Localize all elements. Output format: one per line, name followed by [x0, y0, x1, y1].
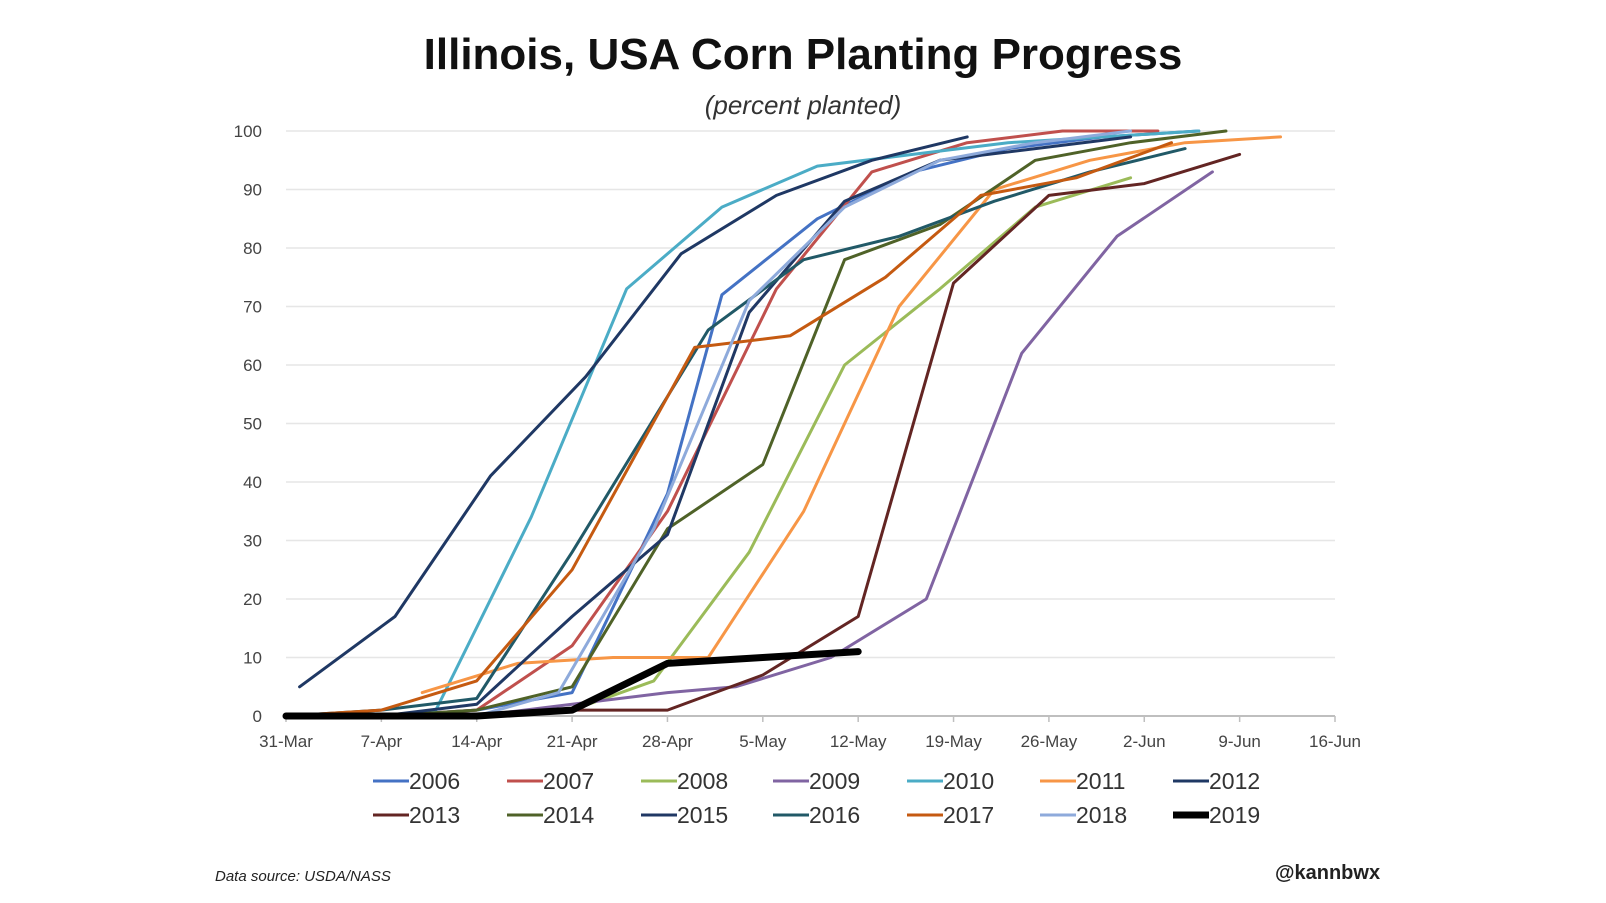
- y-tick-label: 30: [243, 532, 262, 551]
- legend-item-2008: 2008: [641, 768, 728, 794]
- y-tick-label: 20: [243, 590, 262, 609]
- legend-label: 2017: [943, 802, 994, 828]
- legend-label: 2015: [677, 802, 728, 828]
- chart-title: Illinois, USA Corn Planting Progress: [423, 30, 1183, 79]
- legend-item-2018: 2018: [1040, 802, 1127, 828]
- x-tick-label: 2-Jun: [1123, 732, 1166, 751]
- series-line-2011: [420, 135, 1282, 695]
- y-tick-label: 100: [234, 122, 262, 141]
- legend-item-2010: 2010: [907, 768, 994, 794]
- legend-item-2016: 2016: [773, 802, 860, 828]
- series-line-2019: [282, 648, 862, 720]
- legend-item-2012: 2012: [1173, 768, 1260, 794]
- legend-label: 2007: [543, 768, 594, 794]
- x-tick-label: 31-Mar: [259, 732, 313, 751]
- series-line-2012: [298, 135, 969, 689]
- series-lines: [282, 129, 1282, 720]
- series-line-2017: [284, 141, 1173, 718]
- legend-label: 2018: [1076, 802, 1127, 828]
- legend-label: 2019: [1209, 802, 1260, 828]
- x-tick-label: 7-Apr: [361, 732, 403, 751]
- legend-item-2017: 2017: [907, 802, 994, 828]
- x-tick-label: 14-Apr: [451, 732, 502, 751]
- x-axis-ticks: 31-Mar 7-Apr 14-Apr 21-Apr 28-Apr 5-May 12-May…: [259, 716, 1361, 751]
- legend-label: 2013: [409, 802, 460, 828]
- legend-item-2007: 2007: [507, 768, 594, 794]
- y-tick-label: 10: [243, 649, 262, 668]
- legend-item-2006: 2006: [373, 768, 460, 794]
- series-line-2008: [284, 176, 1133, 718]
- legend-item-2015: 2015: [641, 802, 728, 828]
- author-handle: @kannbwx: [1275, 862, 1381, 884]
- y-tick-label: 50: [243, 415, 262, 434]
- legend-item-2013: 2013: [373, 802, 460, 828]
- legend-label: 2014: [543, 802, 594, 828]
- y-tick-label: 80: [243, 239, 262, 258]
- legend-label: 2011: [1076, 768, 1125, 794]
- legend: 2006 2007 2008 2009 2010 2011 2012 2013 2014 2015…: [373, 768, 1260, 828]
- legend-item-2011: 2011: [1040, 768, 1125, 794]
- legend-label: 2016: [809, 802, 860, 828]
- legend-item-2009: 2009: [773, 768, 860, 794]
- x-tick-label: 28-Apr: [642, 732, 693, 751]
- series-line-2015: [284, 135, 1133, 718]
- legend-item-2019: 2019: [1173, 802, 1260, 828]
- chart-subtitle: (percent planted): [704, 90, 902, 120]
- legend-label: 2009: [809, 768, 860, 794]
- legend-label: 2010: [943, 768, 994, 794]
- x-tick-label: 5-May: [739, 732, 787, 751]
- y-tick-label: 0: [253, 707, 262, 726]
- x-tick-label: 16-Jun: [1309, 732, 1361, 751]
- series-line-2009: [284, 170, 1214, 718]
- y-tick-label: 40: [243, 473, 262, 492]
- series-line-2016: [284, 147, 1187, 718]
- y-axis-ticks: 0 10 20 30 40 50 60 70 80 90 100: [234, 122, 262, 726]
- data-source-note: Data source: USDA/NASS: [215, 868, 391, 885]
- legend-label: 2006: [409, 768, 460, 794]
- y-tick-label: 70: [243, 298, 262, 317]
- gridlines: [286, 130, 1335, 717]
- legend-label: 2012: [1209, 768, 1260, 794]
- x-tick-label: 19-May: [925, 732, 982, 751]
- series-line-2013: [284, 152, 1242, 718]
- x-tick-label: 9-Jun: [1218, 732, 1261, 751]
- y-tick-label: 60: [243, 356, 262, 375]
- legend-item-2014: 2014: [507, 802, 594, 828]
- y-tick-label: 90: [243, 181, 262, 200]
- x-tick-label: 26-May: [1021, 732, 1078, 751]
- x-tick-label: 21-Apr: [547, 732, 598, 751]
- x-tick-label: 12-May: [830, 732, 887, 751]
- series-line-2014: [284, 129, 1228, 718]
- legend-label: 2008: [677, 768, 728, 794]
